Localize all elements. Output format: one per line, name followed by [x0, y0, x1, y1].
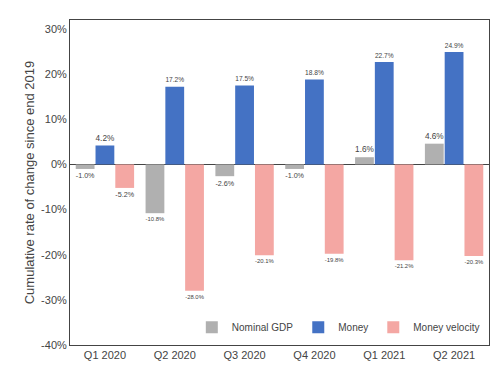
svg-text:-20%: -20%	[41, 249, 67, 261]
svg-text:17.2%: 17.2%	[165, 76, 184, 83]
svg-text:22.7%: 22.7%	[375, 52, 394, 59]
svg-text:-10%: -10%	[41, 203, 67, 215]
svg-text:Q2 2020: Q2 2020	[154, 349, 196, 361]
svg-text:Money velocity: Money velocity	[413, 322, 479, 333]
svg-text:18.8%: 18.8%	[305, 69, 324, 76]
svg-text:0%: 0%	[51, 158, 67, 170]
svg-text:-30%: -30%	[41, 294, 67, 306]
svg-text:Q1 2021: Q1 2021	[363, 349, 405, 361]
svg-text:4.2%: 4.2%	[96, 134, 115, 143]
svg-text:Cumulative rate of change sinc: Cumulative rate of change since end 2019	[22, 61, 37, 305]
svg-text:Q3 2020: Q3 2020	[223, 349, 265, 361]
svg-text:20%: 20%	[45, 68, 67, 80]
svg-text:Q1 2020: Q1 2020	[84, 349, 126, 361]
svg-text:-1.0%: -1.0%	[285, 171, 304, 180]
svg-text:-40%: -40%	[41, 339, 67, 351]
svg-text:-2.6%: -2.6%	[215, 179, 234, 188]
svg-text:4.6%: 4.6%	[425, 132, 444, 141]
svg-text:-20.1%: -20.1%	[255, 258, 274, 264]
svg-text:-5.2%: -5.2%	[115, 190, 134, 199]
svg-text:1.6%: 1.6%	[355, 145, 374, 154]
svg-text:17.5%: 17.5%	[235, 75, 254, 82]
svg-text:-28.0%: -28.0%	[185, 294, 204, 300]
svg-text:Q2 2021: Q2 2021	[433, 349, 475, 361]
svg-text:24.9%: 24.9%	[445, 42, 464, 49]
svg-text:Nominal GDP: Nominal GDP	[232, 322, 293, 333]
svg-text:Q4 2020: Q4 2020	[293, 349, 335, 361]
svg-text:30%: 30%	[45, 23, 67, 35]
svg-text:-1.0%: -1.0%	[76, 171, 95, 180]
svg-text:-21.2%: -21.2%	[395, 263, 414, 269]
svg-text:-19.8%: -19.8%	[325, 257, 344, 263]
svg-text:10%: 10%	[45, 113, 67, 125]
svg-text:-20.3%: -20.3%	[464, 259, 483, 265]
svg-text:-10.8%: -10.8%	[146, 216, 165, 222]
svg-text:Money: Money	[338, 322, 368, 333]
